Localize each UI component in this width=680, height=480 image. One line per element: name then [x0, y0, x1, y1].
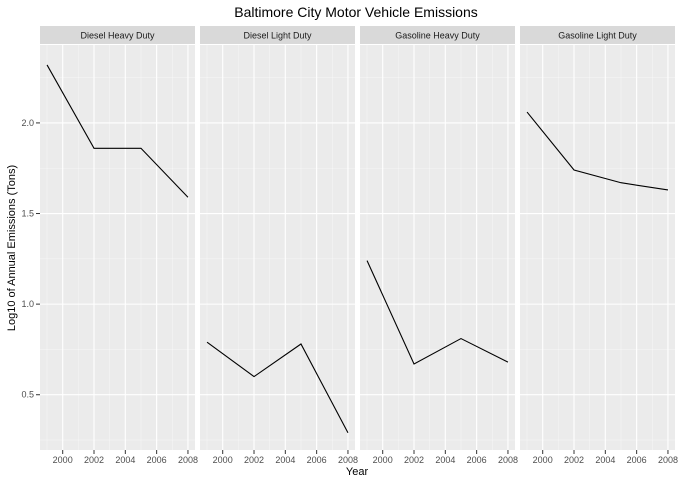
x-tick-label: 2008: [338, 455, 358, 465]
x-tick-label: 2006: [467, 455, 487, 465]
x-tick-label: 2004: [115, 455, 135, 465]
x-tick-label: 2002: [564, 455, 584, 465]
facet-strip: [40, 26, 195, 44]
y-tick-label: 1.5: [21, 209, 34, 219]
series-line: [206, 341, 349, 434]
facet-panel: Gasoline Heavy Duty 2000 2002 2004 2006 2008: [360, 26, 518, 465]
x-axis-title: Year: [346, 466, 369, 478]
facet-strip: [200, 26, 355, 44]
x-tick-label: 2008: [658, 455, 678, 465]
x-tick-label: 2004: [275, 455, 295, 465]
panel-background: [360, 45, 515, 450]
x-tick-label: 2000: [373, 455, 393, 465]
facet-panel: Gasoline Light Duty 2000 2002 2004 2006 2008: [520, 26, 678, 465]
x-tick-label: 2004: [435, 455, 455, 465]
y-axis: 0.5 1.0 1.5 2.0: [21, 118, 40, 400]
panel-background: [520, 45, 675, 450]
series-line: [526, 111, 669, 191]
x-tick-label: 2004: [595, 455, 615, 465]
facet-strip-label: Gasoline Light Duty: [558, 31, 637, 41]
x-tick-label: 2002: [84, 455, 104, 465]
x-tick-label: 2000: [533, 455, 553, 465]
facet-strip: [360, 26, 515, 44]
facet-strip-label: Gasoline Heavy Duty: [395, 31, 480, 41]
x-tick-label: 2002: [244, 455, 264, 465]
chart-title: Baltimore City Motor Vehicle Emissions: [234, 4, 478, 20]
facet-strip: [520, 26, 675, 44]
y-axis-title: Log10 of Annual Emissions (Tons): [6, 165, 18, 331]
panel-background: [40, 45, 195, 450]
x-tick-label: 2008: [178, 455, 198, 465]
x-tick-label: 2000: [213, 455, 233, 465]
series-line: [366, 260, 509, 365]
x-tick-label: 2006: [627, 455, 647, 465]
y-tick-label: 0.5: [21, 390, 34, 400]
panel-background: [200, 45, 355, 450]
facet-panel: Diesel Light Duty 2000 2002 2004 2006 2008: [200, 26, 358, 465]
facet-strip-label: Diesel Heavy Duty: [80, 31, 155, 41]
y-tick-label: 1.0: [21, 299, 34, 309]
facet-strip-label: Diesel Light Duty: [243, 31, 312, 41]
y-tick-label: 2.0: [21, 118, 34, 128]
x-tick-label: 2008: [498, 455, 518, 465]
x-tick-label: 2000: [53, 455, 73, 465]
series-line: [46, 64, 189, 198]
x-tick-label: 2002: [404, 455, 424, 465]
x-tick-label: 2006: [147, 455, 167, 465]
facet-panel: Diesel Heavy Duty 2000 2002 2004 2006 2008: [40, 26, 198, 465]
x-tick-label: 2006: [307, 455, 327, 465]
